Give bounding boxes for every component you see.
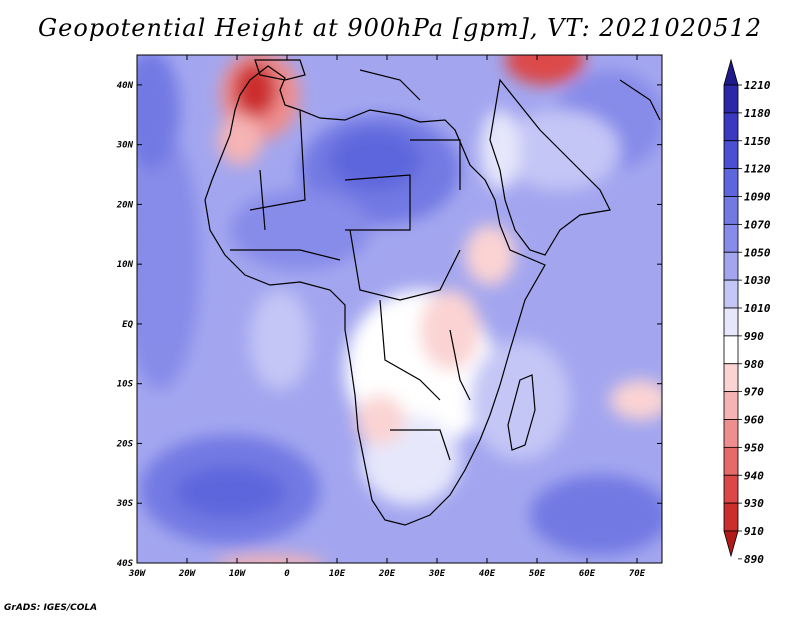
colorbar-label: 970 [744, 386, 764, 399]
lat-tick-label: 10S [117, 380, 134, 390]
colorbar-box [723, 307, 739, 337]
lat-tick-label: 40N [117, 81, 134, 91]
colorbar-box [723, 474, 739, 504]
colorbar-box [723, 196, 739, 225]
colorbar: 1210 1180 1150 1120 1090 1070 1050 1030 1010 990 9… [723, 58, 771, 566]
coastlines [204, 59, 661, 526]
colorbar-box [723, 251, 739, 281]
colorbar-box [723, 419, 739, 448]
colorbar-label: 1090 [744, 191, 771, 204]
lat-tick-label: 30N [116, 141, 134, 151]
colorbar-label: 940 [744, 469, 764, 482]
colorbar-label: 980 [744, 358, 764, 371]
lon-tick-label: 70E [629, 569, 646, 579]
colorbar-label: 1120 [744, 163, 771, 176]
lon-tick-label: 40E [479, 569, 496, 579]
colorbar-label: 1210 [744, 79, 771, 92]
lon-tick-label: 10W [229, 569, 247, 579]
lon-tick-label: 30E [428, 569, 446, 579]
lon-tick-label: 30W [128, 569, 147, 579]
lat-tick-label: 20S [116, 439, 134, 449]
chart-title: Geopotential Height at 900hPa [gpm], VT:… [38, 14, 762, 42]
lat-tick-label: EQ [122, 320, 133, 330]
plot-frame [136, 54, 663, 564]
colorbar-label: 950 [744, 441, 764, 454]
lon-tick-label: 50E [529, 569, 546, 579]
colorbar-label: 1050 [744, 246, 771, 259]
colorbar-label: 960 [744, 414, 764, 427]
colorbar-bottom-arrow [723, 530, 739, 558]
colorbar-label: 1180 [744, 107, 771, 120]
lon-tick-label: 10E [329, 569, 346, 579]
colorbar-box [723, 84, 739, 114]
colorbar-box [723, 112, 739, 142]
height-field [137, 55, 662, 563]
lon-tick-label: 20W [178, 569, 197, 579]
colorbar-label: 890 [744, 553, 764, 566]
colorbar-box [723, 223, 739, 253]
lon-tick-label: 20E [378, 569, 396, 579]
colorbar-label: 1030 [744, 274, 771, 287]
lat-tick-label: 20N [116, 200, 134, 210]
grads-credit: GrADS: IGES/COLA [4, 603, 98, 613]
latitude-axis: 40N 30N 20N 10N EQ 10S 20S 30S 40S [116, 81, 662, 569]
colorbar-box [723, 140, 739, 170]
colorbar-top-arrow [723, 58, 739, 86]
lon-tick-label: 0 [284, 569, 290, 579]
colorbar-label: 1010 [744, 302, 771, 315]
colorbar-box [723, 502, 739, 532]
lon-tick-label: 60E [579, 569, 596, 579]
colorbar-box [723, 446, 739, 476]
longitude-axis: 30W 20W 10W 0 10E 20E 30E 40E 50E 60E 70E [128, 55, 646, 579]
colorbar-box [723, 279, 739, 309]
colorbar-label: 1070 [744, 218, 771, 231]
colorbar-box [723, 363, 739, 393]
colorbar-label: 990 [744, 330, 764, 343]
colorbar-label: 930 [744, 497, 764, 510]
colorbar-box [723, 335, 739, 365]
colorbar-box [723, 168, 739, 197]
lat-tick-label: 40S [117, 559, 134, 569]
lat-tick-label: 10N [117, 260, 134, 270]
colorbar-label: 910 [744, 525, 764, 538]
lat-tick-label: 30S [116, 499, 134, 509]
colorbar-label: 1150 [744, 135, 771, 148]
colorbar-box [723, 391, 739, 420]
